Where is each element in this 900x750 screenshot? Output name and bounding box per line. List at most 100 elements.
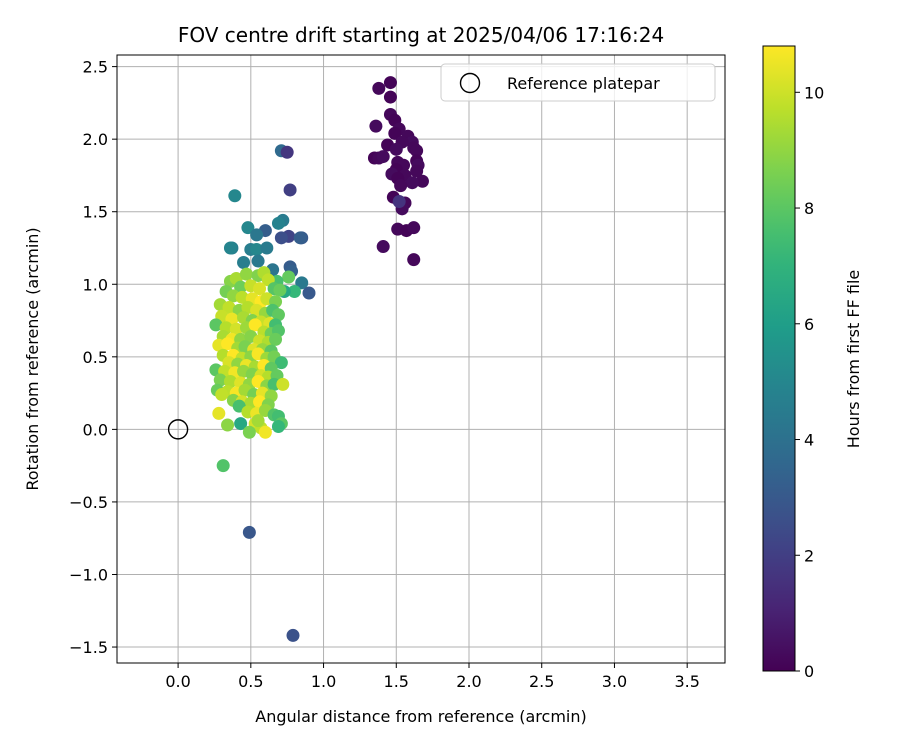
data-point-5 — [369, 119, 383, 133]
data-point-28 — [405, 176, 419, 190]
data-point-134 — [274, 356, 288, 370]
data-point-13 — [389, 142, 403, 156]
data-point-29 — [394, 179, 408, 193]
data-point-91 — [222, 300, 236, 314]
data-point-14 — [410, 144, 424, 158]
data-point-63 — [302, 286, 316, 300]
x-tick-label-2: 1.0 — [311, 672, 336, 691]
data-point-78 — [234, 280, 248, 294]
x-tick-label-0: 0.0 — [165, 672, 190, 691]
data-points — [209, 76, 429, 642]
legend-reference-marker — [459, 72, 481, 94]
data-point-74 — [239, 267, 253, 281]
colorbar-tick-label-0: 0 — [804, 662, 814, 681]
data-point-2 — [383, 90, 397, 104]
colorbar-tick-label-5: 10 — [804, 83, 824, 102]
data-point-35 — [407, 221, 421, 235]
y-tick-label-1: −1.0 — [69, 565, 108, 584]
data-point-38 — [392, 195, 406, 209]
y-axis-ticks: −1.5 −1.0 −0.5 0.0 0.5 1.0 1.5 2.0 2.5 — [69, 58, 117, 657]
x-axis-ticks: 0.0 0.5 1.0 1.5 2.0 2.5 3.0 3.5 — [165, 663, 700, 691]
data-point-27 — [415, 174, 429, 188]
data-point-149 — [213, 373, 227, 387]
data-point-69 — [242, 525, 256, 539]
data-point-41 — [283, 183, 297, 197]
axes-frame — [116, 54, 726, 664]
data-point-119 — [269, 332, 283, 346]
y-axis-label: Rotation from reference (arcmin) — [23, 227, 42, 490]
data-point-183 — [242, 425, 256, 439]
colorbar-label: Hours from first FF file — [844, 270, 863, 449]
data-point-178 — [221, 418, 235, 432]
x-tick-label-1: 0.5 — [238, 672, 263, 691]
data-point-42 — [228, 189, 242, 203]
y-tick-label-6: 1.5 — [83, 203, 108, 222]
data-point-121 — [221, 337, 235, 351]
data-point-164 — [215, 388, 229, 402]
data-point-82 — [273, 283, 287, 297]
data-point-53 — [223, 241, 237, 255]
data-point-97 — [271, 308, 285, 322]
colorbar-gradient — [763, 46, 795, 671]
data-point-23 — [410, 164, 424, 178]
legend: Reference platepar — [440, 63, 716, 102]
data-point-36 — [376, 240, 390, 254]
y-tick-label-2: −0.5 — [69, 493, 108, 512]
x-tick-label-6: 3.0 — [602, 672, 627, 691]
data-point-156 — [276, 377, 290, 391]
data-point-58 — [237, 256, 251, 270]
data-point-85 — [235, 290, 249, 304]
y-tick-label-0: −1.5 — [69, 638, 108, 657]
reference-marker-layer — [167, 419, 189, 440]
data-point-50 — [293, 231, 307, 245]
x-tick-label-7: 3.5 — [674, 672, 699, 691]
y-tick-label-8: 2.5 — [83, 58, 108, 77]
data-point-71 — [216, 459, 230, 473]
data-point-184 — [258, 425, 272, 439]
data-point-64 — [287, 285, 301, 299]
data-point-105 — [209, 318, 223, 332]
data-point-107 — [229, 322, 243, 336]
data-point-57 — [251, 254, 265, 268]
data-point-56 — [260, 241, 274, 255]
x-tick-label-4: 2.0 — [456, 672, 481, 691]
data-point-44 — [271, 216, 285, 230]
y-tick-label-3: 0.0 — [83, 420, 108, 439]
data-point-37 — [407, 253, 421, 267]
data-point-1 — [372, 81, 386, 95]
data-point-62 — [295, 276, 309, 290]
colorbar-tick-label-2: 4 — [804, 431, 814, 450]
legend-box — [440, 63, 716, 102]
data-point-7 — [388, 126, 402, 140]
colorbar-tick-label-4: 8 — [804, 199, 814, 218]
data-point-185 — [251, 414, 265, 428]
data-point-65 — [282, 270, 296, 284]
data-point-40 — [280, 145, 294, 159]
x-axis-label: Angular distance from reference (arcmin) — [255, 707, 586, 726]
y-tick-label-7: 2.0 — [83, 130, 108, 149]
data-point-182 — [271, 419, 285, 433]
chart-title: FOV centre drift starting at 2025/04/06 … — [178, 23, 664, 47]
data-point-45 — [241, 221, 255, 235]
data-point-175 — [212, 406, 226, 420]
colorbar-frame — [762, 45, 796, 672]
data-point-48 — [274, 231, 288, 245]
y-tick-label-5: 1.0 — [83, 275, 108, 294]
data-point-179 — [234, 417, 248, 431]
data-point-80 — [253, 282, 267, 296]
y-tick-label-4: 0.5 — [83, 348, 108, 367]
reference-platepar-marker — [167, 419, 189, 440]
x-tick-label-3: 1.5 — [384, 672, 409, 691]
legend-entry-reference-platepar: Reference platepar — [507, 74, 660, 93]
data-point-17 — [376, 150, 390, 164]
data-point-51 — [250, 228, 264, 242]
colorbar-ticks: 0 2 4 6 8 10 — [795, 83, 824, 681]
colorbar-tick-label-3: 6 — [804, 315, 814, 334]
x-tick-label-5: 2.5 — [529, 672, 554, 691]
data-point-70 — [286, 628, 300, 642]
data-point-55 — [250, 242, 264, 256]
data-point-0 — [383, 76, 397, 90]
data-point-150 — [223, 374, 237, 388]
grid-lines — [117, 55, 725, 663]
